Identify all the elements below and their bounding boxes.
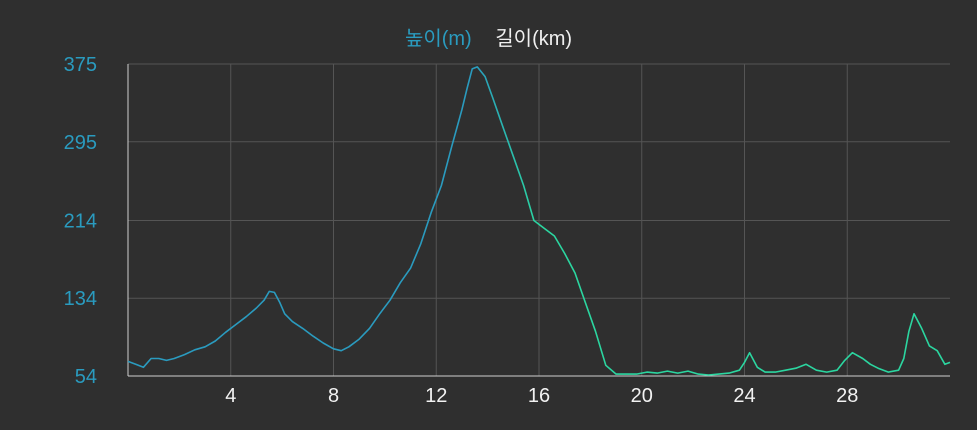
y-tick-label: 134 xyxy=(64,288,97,310)
y-tick-label: 295 xyxy=(64,132,97,154)
y-tick-label: 375 xyxy=(64,54,97,76)
x-tick-label: 20 xyxy=(631,385,653,407)
x-tick-label: 8 xyxy=(328,385,339,407)
legend-distance: 길이(km) xyxy=(495,28,573,50)
elevation-line xyxy=(127,66,951,376)
x-tick-label: 24 xyxy=(733,385,755,407)
chart-legend: 높이(m) 길이(km) xyxy=(0,22,977,51)
x-tick-label: 4 xyxy=(225,385,236,407)
x-tick-label: 16 xyxy=(528,385,550,407)
y-tick-label: 214 xyxy=(64,210,97,232)
legend-elevation: 높이(m) xyxy=(404,28,472,50)
y-tick-label: 54 xyxy=(75,366,97,388)
x-tick-label: 12 xyxy=(425,385,447,407)
x-tick-label: 28 xyxy=(836,385,858,407)
